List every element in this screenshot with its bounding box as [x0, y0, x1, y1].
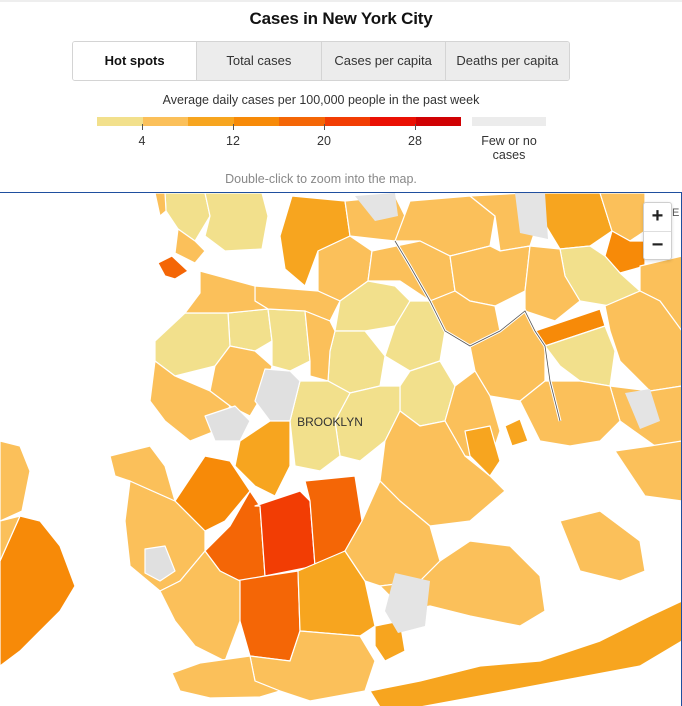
legend-swatch	[233, 117, 279, 126]
zip-area	[0, 515, 76, 667]
legend-few-label: Few or no cases	[481, 134, 537, 162]
zip-area	[184, 270, 269, 314]
park-area	[355, 193, 398, 221]
zip-area	[524, 245, 581, 322]
zip-area	[157, 255, 189, 280]
zip-area	[234, 420, 291, 497]
legend-tick-label: 4	[138, 134, 146, 148]
zip-area	[174, 228, 206, 264]
zip-area	[234, 570, 301, 662]
legend-tick	[324, 124, 325, 130]
map-edge-label: E	[672, 207, 680, 219]
map-canvas[interactable]: BROOKLYN	[0, 192, 682, 706]
page-title: Cases in New York City	[249, 9, 433, 28]
legend-swatch	[370, 117, 416, 126]
legend-swatch	[97, 117, 143, 126]
zip-area	[154, 312, 231, 377]
zip-area	[254, 490, 316, 577]
zip-area	[384, 300, 446, 372]
park-area	[625, 389, 660, 429]
legend-tick	[233, 124, 234, 130]
zip-area	[464, 425, 501, 477]
zip-area	[164, 193, 211, 242]
zip-area	[519, 380, 621, 447]
zip-area	[144, 545, 176, 582]
zip-area	[604, 290, 681, 392]
zip-area	[614, 440, 681, 502]
park-area	[515, 193, 548, 239]
zoom-controls: + −	[643, 202, 672, 260]
map-svg: BROOKLYN	[0, 193, 681, 706]
park-area	[385, 573, 430, 633]
zip-area	[304, 310, 336, 382]
legend-swatch	[415, 117, 461, 126]
legend-tick-label: 28	[408, 134, 422, 148]
legend-tick	[415, 124, 416, 130]
zip-area	[0, 440, 31, 522]
zip-area	[289, 380, 351, 472]
zip-area	[0, 515, 21, 562]
tab-total-cases[interactable]: Total cases	[196, 42, 321, 80]
metric-tabs: Hot spots Total cases Cases per capita D…	[72, 41, 570, 81]
zoom-in-button[interactable]: +	[651, 205, 664, 227]
zoom-out-button[interactable]: −	[644, 231, 671, 260]
borough-label: BROOKLYN	[297, 415, 363, 429]
legend-swatch	[142, 117, 188, 126]
legend-tick	[142, 124, 143, 130]
legend-swatch	[279, 117, 325, 126]
top-rule	[0, 0, 682, 2]
neighborhoods	[0, 193, 681, 706]
tab-hot-spots[interactable]: Hot spots	[73, 42, 197, 80]
zip-area	[344, 480, 441, 587]
legend-color-scale	[97, 117, 461, 126]
legend-swatch	[188, 117, 234, 126]
tab-deaths-per-capita[interactable]: Deaths per capita	[444, 42, 569, 80]
zip-area	[159, 550, 241, 662]
zip-area	[327, 330, 386, 394]
zip-area	[559, 510, 646, 582]
zoom-hint: Double-click to zoom into the map.	[225, 172, 417, 186]
legend-swatch	[324, 117, 370, 126]
legend-tick-label: 20	[317, 134, 331, 148]
zip-area	[204, 193, 269, 252]
zip-area	[369, 600, 681, 706]
borough-border-dark	[394, 240, 561, 422]
legend-tick-label: 12	[226, 134, 240, 148]
zip-area	[504, 418, 529, 447]
zip-area	[267, 308, 311, 372]
legend-few-swatch	[472, 117, 546, 126]
zip-area	[599, 193, 646, 242]
zip-area	[227, 308, 273, 352]
non-residential	[355, 193, 660, 633]
zip-area	[171, 655, 281, 699]
legend-subtitle: Average daily cases per 100,000 people i…	[162, 93, 480, 107]
zip-area	[204, 405, 251, 442]
zip-area	[109, 445, 176, 502]
zip-area	[154, 193, 167, 217]
tab-cases-per-capita[interactable]: Cases per capita	[320, 42, 445, 80]
